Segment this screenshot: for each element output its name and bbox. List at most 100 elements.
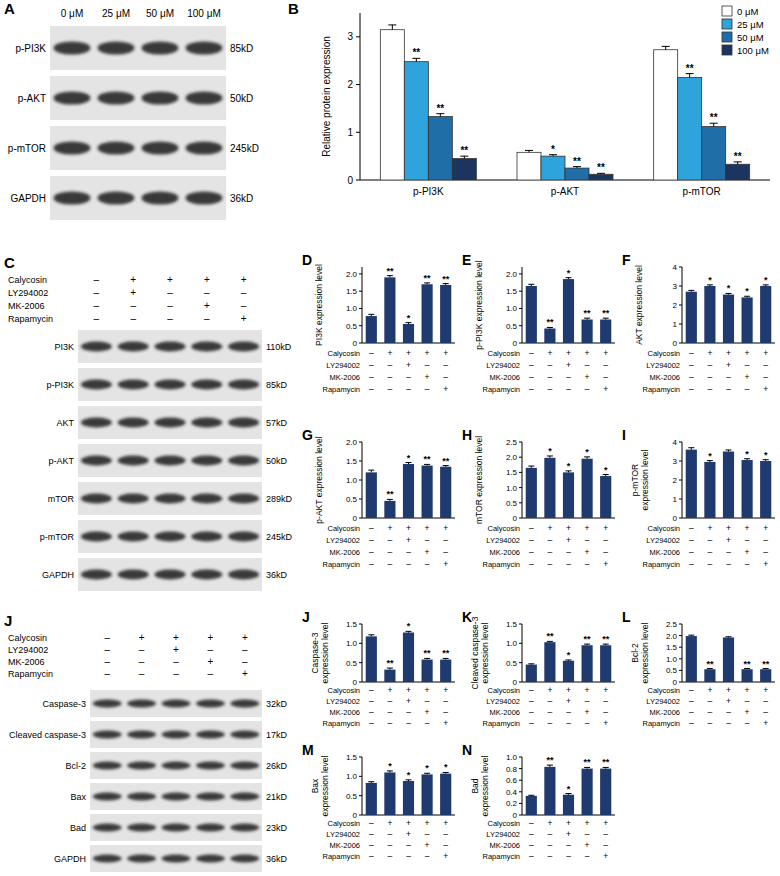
protein-label: Cleaved caspase-3	[9, 730, 86, 740]
treatment-sign: –	[173, 668, 179, 679]
legend-swatch	[722, 32, 732, 42]
error-bar	[547, 327, 553, 328]
size-label: 85kD	[230, 43, 253, 54]
treatment-sign: +	[406, 535, 411, 545]
bar	[654, 50, 678, 180]
chart-panel: NBadexpression level00.20.40.60.81.0****…	[462, 742, 615, 861]
error-bar	[566, 794, 572, 795]
size-label: 50kD	[266, 456, 288, 466]
treatment-sign: –	[369, 707, 374, 717]
bar	[582, 645, 593, 682]
significance: **	[584, 308, 592, 318]
blot-band	[191, 342, 222, 352]
size-label: 26kD	[266, 761, 288, 771]
y-tick-label: 0.5	[506, 499, 518, 508]
error-bar	[436, 114, 444, 117]
treatment-sign: +	[547, 818, 552, 828]
treatment-sign: –	[529, 707, 534, 717]
bar	[582, 459, 593, 518]
treatment-sign: +	[139, 632, 145, 643]
y-tick-label: 2.5	[666, 620, 678, 629]
treatment-sign: +	[241, 274, 247, 285]
panel-letter: G	[302, 427, 313, 443]
significance: *	[425, 763, 429, 773]
treatment-label: LY294002	[486, 697, 520, 706]
error-bar	[406, 631, 412, 632]
treatment-sign: –	[689, 707, 694, 717]
protein-label: GAPDH	[10, 193, 46, 204]
y-tick-label: 0.8	[506, 765, 518, 774]
legend: 0 μM25 μM50 μM100 μM	[722, 6, 769, 56]
y-tick	[359, 442, 362, 443]
error-bar	[707, 461, 713, 462]
blot-band	[127, 730, 156, 738]
treatment-sign: –	[130, 313, 136, 324]
treatment-sign: –	[566, 851, 571, 861]
error-bar	[710, 123, 718, 126]
y-axis	[522, 442, 523, 518]
legend-label: 25 μM	[737, 19, 764, 30]
y-axis	[362, 267, 363, 343]
treatment-label: MK-2006	[8, 301, 45, 311]
significance: **	[546, 755, 554, 765]
bar	[403, 781, 414, 815]
y-tick-label: 0.5	[346, 792, 358, 801]
y-tick	[359, 499, 362, 500]
treatment-sign: –	[443, 535, 448, 545]
treatment-sign: +	[763, 348, 768, 358]
treatment-sign: +	[425, 818, 430, 828]
blot-band	[142, 191, 179, 204]
panel-letter: H	[462, 427, 472, 443]
treatment-sign: –	[585, 535, 590, 545]
significance: **	[602, 634, 610, 644]
blot-strip	[50, 76, 226, 120]
chart-panel: KCleaved caspase-3expression level00.51.…	[462, 609, 615, 728]
bar	[600, 320, 611, 343]
y-tick-label: 0.5	[346, 495, 358, 504]
y-tick-label: 2.5	[506, 438, 518, 447]
treatment-sign: –	[585, 718, 590, 728]
bar	[742, 297, 753, 343]
treatment-sign: –	[388, 535, 393, 545]
treatment-sign: –	[548, 829, 553, 839]
bar	[563, 279, 574, 343]
blot-band	[191, 532, 222, 542]
treatment-sign: –	[173, 656, 179, 667]
y-tick-label: 0	[513, 339, 518, 348]
treatment-sign: –	[104, 656, 110, 667]
treatment-sign: –	[708, 696, 713, 706]
blot-band	[196, 699, 225, 707]
bar	[517, 152, 541, 180]
lane-label: 25 μM	[102, 8, 130, 19]
treatment-sign: –	[726, 384, 731, 394]
treatment-sign: –	[603, 696, 608, 706]
treatment-label: Calycosin	[487, 524, 520, 533]
treatment-sign: +	[443, 685, 448, 695]
treatment-sign: +	[566, 348, 571, 358]
treatment-sign: –	[369, 384, 374, 394]
bar	[428, 117, 452, 180]
treatment-sign: –	[529, 718, 534, 728]
x-tick-label: p-PI3K	[413, 186, 444, 197]
treatment-label: MK-2006	[330, 841, 360, 850]
treatment-sign: –	[566, 707, 571, 717]
treatment-sign: –	[529, 840, 534, 850]
treatment-sign: +	[585, 685, 590, 695]
y-tick	[359, 643, 362, 644]
blot-panel: A0 μM25 μM50 μM100 μMp-PI3K85kDp-AKT50kD…	[4, 0, 259, 220]
treatment-sign: –	[369, 535, 374, 545]
treatment-label: Rapamycin	[642, 719, 680, 728]
treatment-sign: –	[130, 300, 136, 311]
bar	[760, 669, 771, 682]
treatment-sign: –	[369, 372, 374, 382]
chart-panel: Ep-PI3K expression level00.51.01.52.0***…	[462, 252, 615, 394]
y-tick	[359, 480, 362, 481]
treatment-sign: –	[745, 360, 750, 370]
treatment-sign: –	[548, 696, 553, 706]
blot-band	[98, 141, 135, 154]
blot-band	[230, 730, 259, 738]
lane-label: 0 μM	[61, 8, 83, 19]
panel-letter: F	[622, 252, 631, 268]
bar	[403, 464, 414, 518]
treatment-label: Rapamycin	[642, 385, 680, 394]
